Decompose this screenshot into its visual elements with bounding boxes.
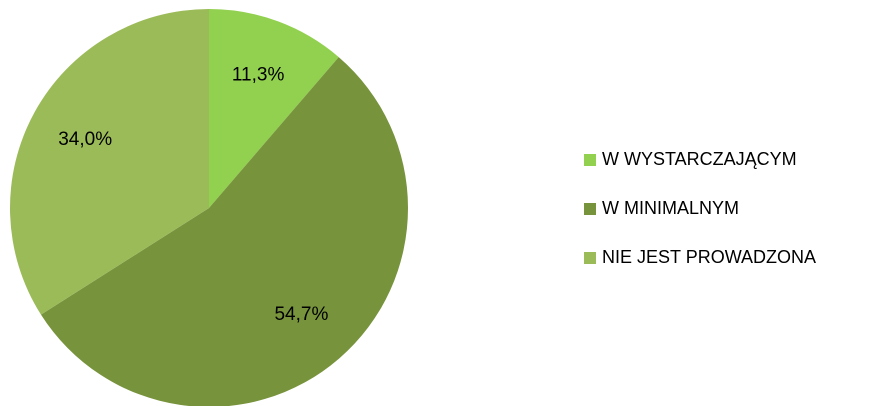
legend-swatch xyxy=(584,154,596,166)
data-label: 34,0% xyxy=(58,129,112,150)
legend-label: NIE JEST PROWADZONA xyxy=(602,247,816,267)
legend-swatch xyxy=(584,252,596,264)
pie-slice xyxy=(209,9,339,208)
legend-swatch xyxy=(584,203,596,215)
pie-slice xyxy=(40,57,408,406)
legend-label: W WYSTARCZAJĄCYM xyxy=(602,149,797,169)
legend-label: W MINIMALNYM xyxy=(602,198,739,218)
pie-slice xyxy=(9,9,209,315)
data-label: 54,7% xyxy=(274,304,328,325)
data-label: 11,3% xyxy=(232,65,285,86)
